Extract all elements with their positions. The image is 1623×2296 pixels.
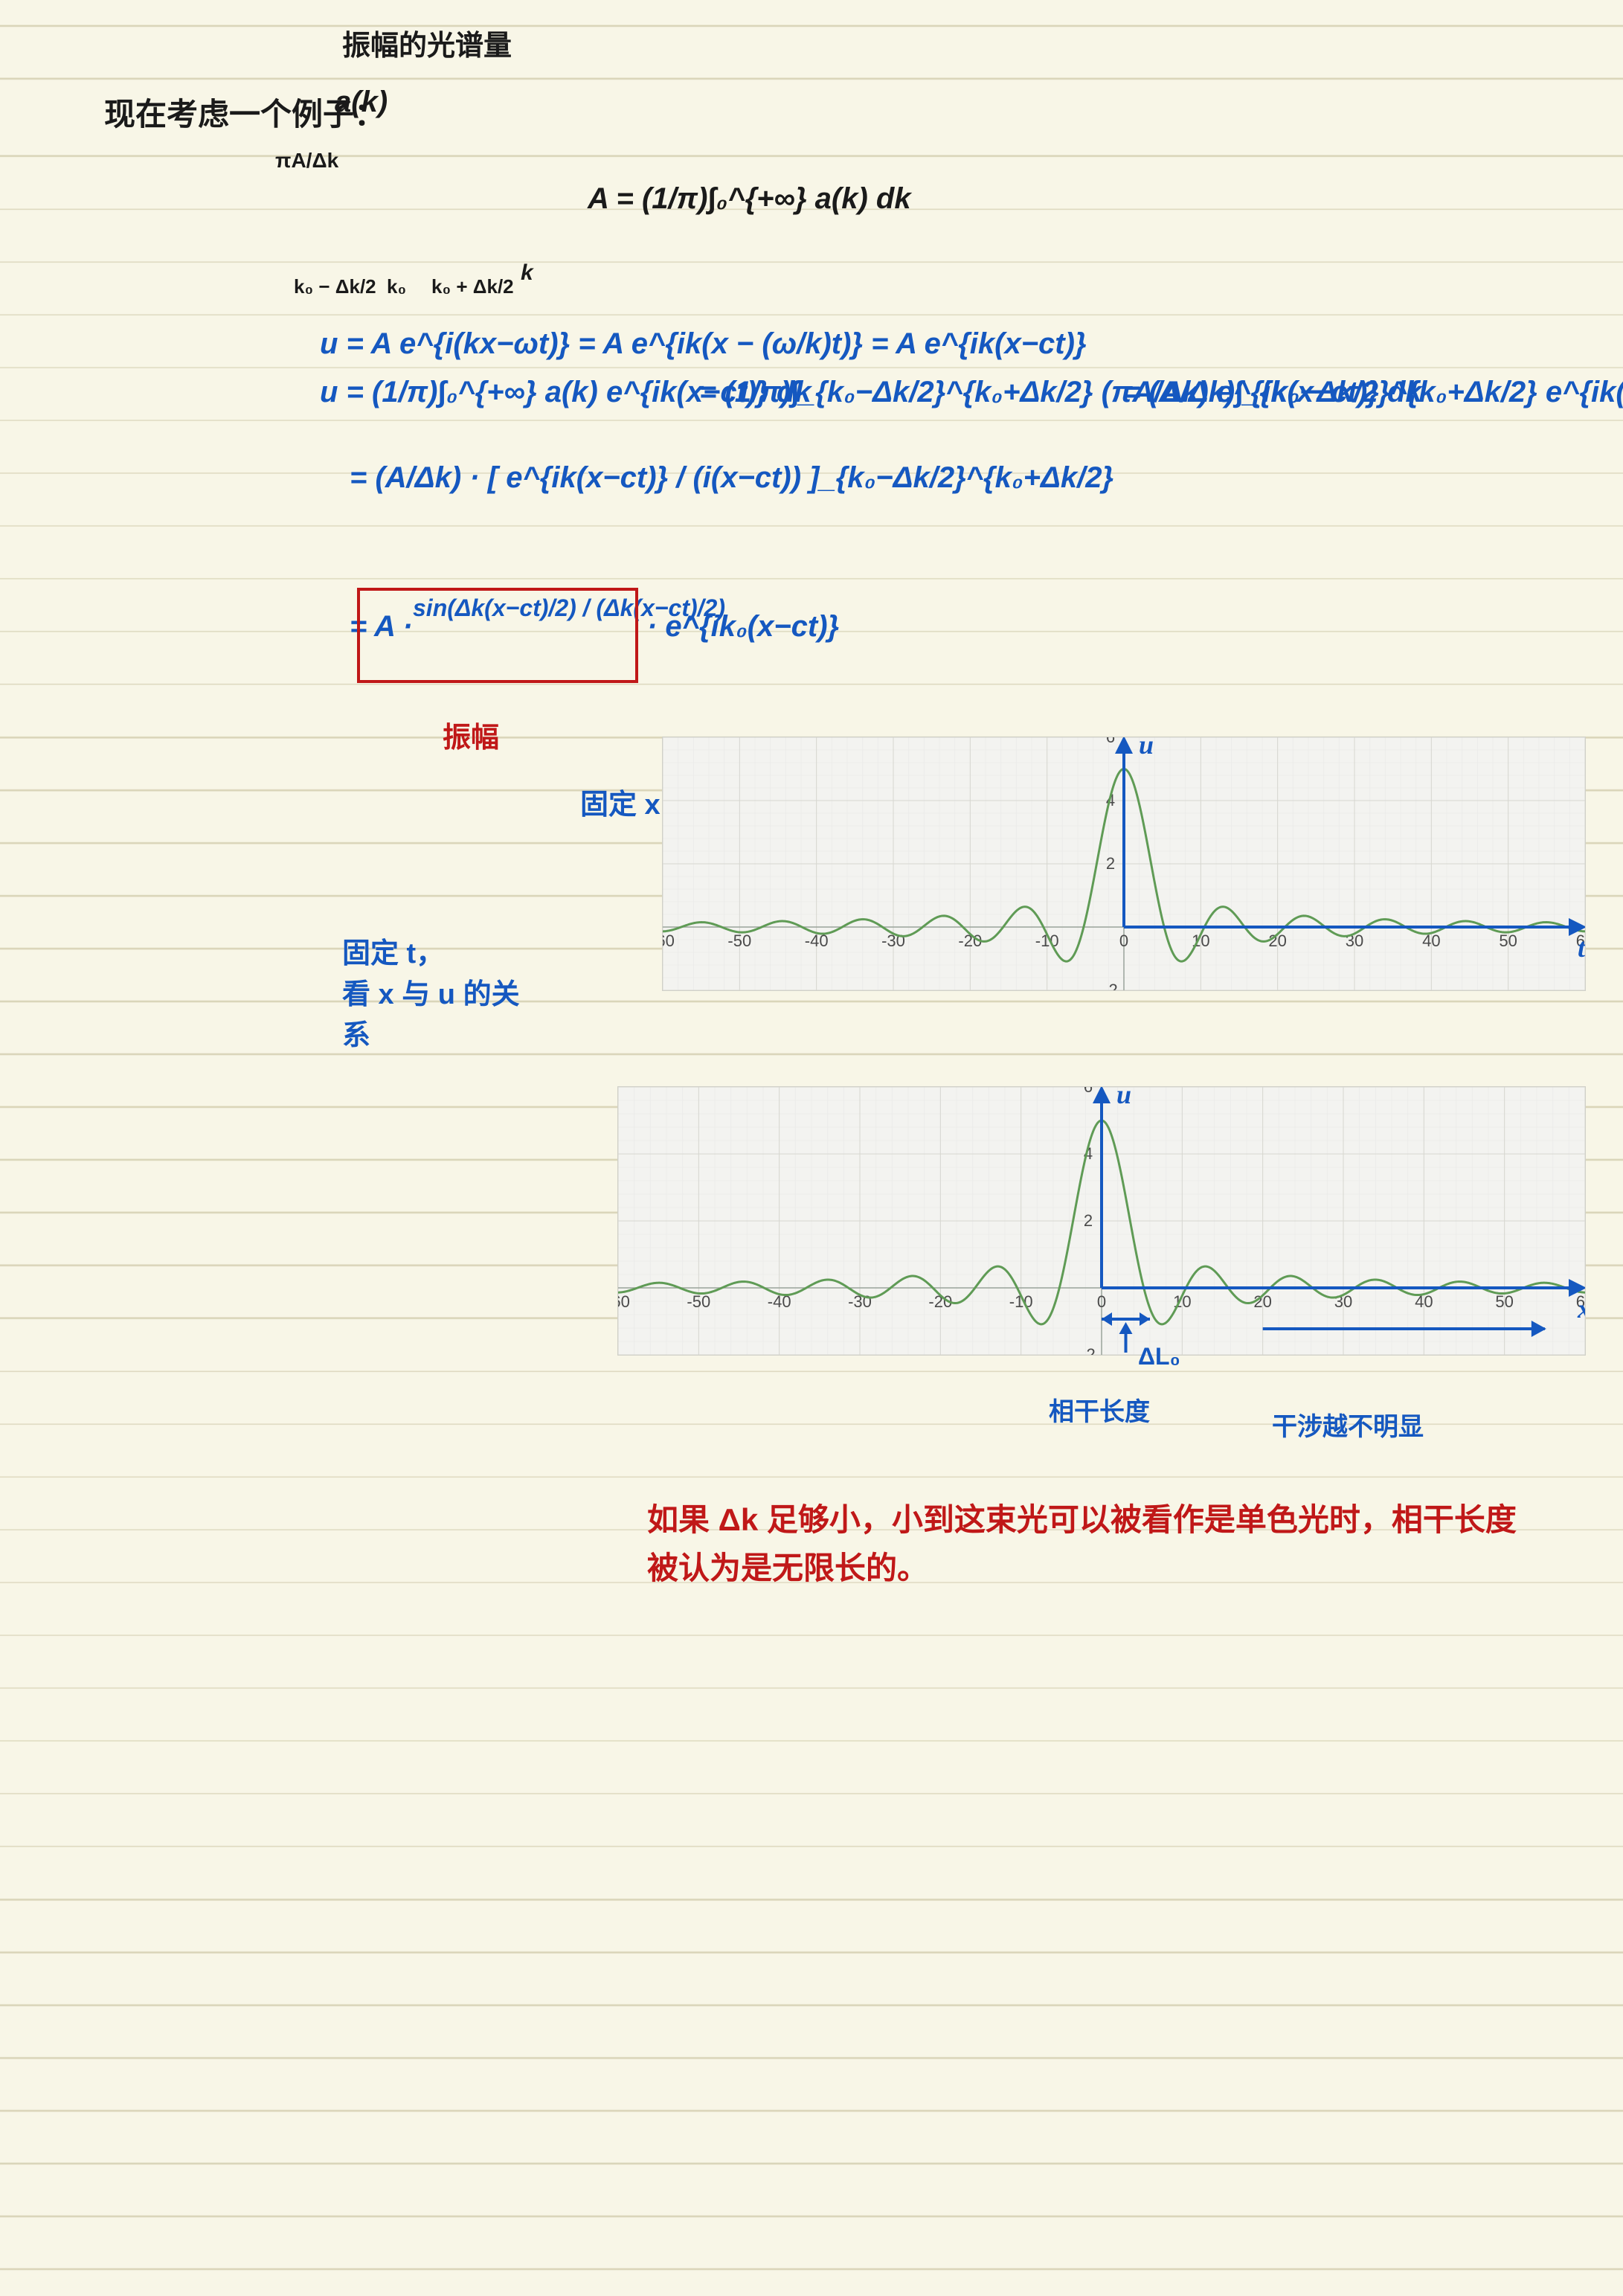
deriv-line-1: u = A e^{i(kx−ωt)} = A e^{ik(x − (ω/k)t)… [320,327,1087,361]
svg-text:-60: -60 [663,931,675,950]
svg-text:-50: -50 [687,1292,710,1311]
deriv-line-3: = (A/Δk) · [ e^{ik(x−ct)} / (i(x−ct)) ]_… [350,461,1113,495]
ak-xlabel-mid: k₀ [387,275,406,298]
label-amplitude: 振幅 [443,714,499,755]
label-ak: a(k) [335,86,388,119]
svg-text:-60: -60 [618,1292,630,1311]
svg-text:2: 2 [1106,854,1115,873]
conclusion-note: 如果 Δk 足够小，小到这束光可以被看作是单色光时，相干长度 被认为是无限长的。 [647,1495,1517,1592]
ak-xlabel-left: k₀ − Δk/2 [294,275,376,298]
svg-text:6: 6 [1106,737,1115,746]
amplitude-red-box [357,588,638,683]
label-coherence-length: 相干长度 [1049,1391,1150,1428]
svg-text:-50: -50 [727,931,751,950]
deriv-line-4c: · e^{ik₀(x−ct)} [647,610,839,644]
label-interference-weak: 干涉越不明显 [1272,1406,1424,1443]
ak-xlabel-right: k₀ + Δk/2 [431,275,514,298]
svg-text:50: 50 [1495,1292,1513,1311]
caption-fixed-t: 固定 t， 看 x 与 u 的关 系 [342,930,520,1053]
label-spectrum: 振幅的光谱量 [342,22,512,63]
svg-text:u: u [1116,1087,1131,1109]
svg-text:6: 6 [1084,1087,1093,1096]
ak-axis-k: k [521,260,533,286]
svg-text:-2: -2 [1103,981,1118,990]
svg-text:0: 0 [1097,1292,1106,1311]
ak-ylabel: πA/Δk [275,149,338,173]
svg-text:-2: -2 [1081,1345,1096,1355]
page-content: 现在考虑一个例子： 振幅的光谱量 a(k) A = (1/π)∫₀^{+∞} a… [0,0,1623,2296]
svg-text:x: x [1577,1294,1585,1324]
sinc-plot-time: -60-50-40-30-20-100102030405060-2246ut [662,737,1586,991]
svg-text:2: 2 [1084,1211,1093,1230]
deriv-line-2c: = (A/Δk)∫_{k₀−Δk/2}^{k₀+Δk/2} e^{ik(x−ct… [1123,376,1623,409]
sinc-plot-space: -60-50-40-30-20-100102030405060-2246ux [617,1086,1586,1356]
label-delta-L0: ΔL₀ [1138,1343,1180,1370]
svg-text:u: u [1139,737,1154,760]
eq-A-integral: A = (1/π)∫₀^{+∞} a(k) dk [588,182,911,216]
svg-text:50: 50 [1499,931,1517,950]
svg-text:0: 0 [1119,931,1128,950]
svg-text:t: t [1578,933,1585,963]
